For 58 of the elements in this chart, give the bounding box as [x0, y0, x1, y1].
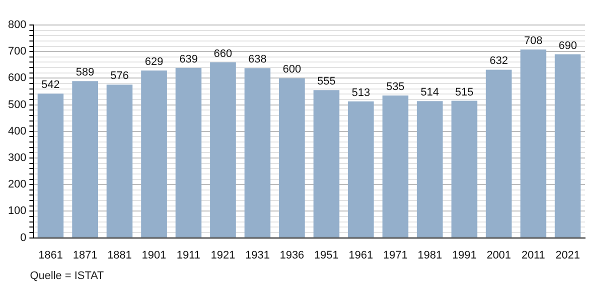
bar [313, 90, 340, 238]
y-tick-label: 300 [8, 152, 26, 164]
data-label: 632 [490, 55, 508, 68]
bar [451, 100, 478, 238]
x-tick-label: 1921 [210, 249, 236, 262]
bar [141, 70, 167, 238]
source-note: Quelle = ISTAT [30, 270, 104, 282]
data-label: 639 [179, 53, 198, 66]
x-tick-label: 1911 [176, 249, 200, 262]
y-tick-label: 600 [8, 72, 26, 84]
bar [72, 81, 98, 238]
data-label: 708 [524, 35, 542, 48]
y-tick-label: 800 [8, 19, 26, 32]
x-tick-label: 1861 [38, 249, 63, 262]
data-label: 535 [386, 81, 405, 94]
bar [382, 95, 408, 238]
bar [244, 68, 270, 238]
x-tick-label: 1936 [280, 249, 304, 262]
x-tick-label: 1991 [452, 249, 477, 262]
x-tick-label: 2021 [556, 249, 580, 262]
y-tick-label: 500 [8, 98, 26, 111]
bar [520, 49, 546, 238]
x-tick-label: 1961 [348, 249, 374, 262]
bar [38, 94, 64, 238]
data-label: 600 [282, 64, 302, 76]
data-label: 576 [110, 70, 129, 82]
bar [176, 68, 202, 238]
data-label: 555 [317, 76, 336, 88]
data-label: 690 [558, 40, 577, 52]
data-label: 638 [248, 54, 267, 66]
bar [106, 84, 132, 238]
bar [348, 101, 374, 238]
data-label: 515 [455, 86, 474, 98]
y-tick-label: 0 [20, 232, 26, 244]
y-tick-label: 700 [8, 46, 26, 58]
data-label: 629 [144, 56, 164, 68]
x-tick-label: 2011 [521, 249, 546, 262]
x-tick-label: 1881 [107, 249, 132, 262]
bar [210, 62, 236, 238]
y-tick-label: 400 [8, 125, 26, 138]
x-tick-label: 1931 [245, 249, 270, 262]
bar [554, 54, 581, 238]
data-label: 513 [352, 86, 370, 99]
x-tick-label: 2001 [486, 249, 512, 262]
bar [416, 101, 443, 238]
x-tick-label: 1971 [383, 249, 408, 262]
data-label: 542 [41, 79, 60, 92]
x-tick-label: 1901 [142, 249, 166, 262]
x-tick-label: 1981 [418, 249, 442, 262]
data-label: 660 [214, 48, 232, 60]
x-tick-label: 1951 [314, 249, 339, 262]
y-tick-label: 100 [8, 205, 26, 218]
x-tick-label: 1871 [72, 249, 98, 262]
data-label: 589 [76, 66, 94, 79]
y-tick-label: 200 [8, 178, 26, 191]
bar [279, 78, 305, 238]
bar [486, 70, 512, 238]
data-label: 514 [420, 86, 440, 99]
